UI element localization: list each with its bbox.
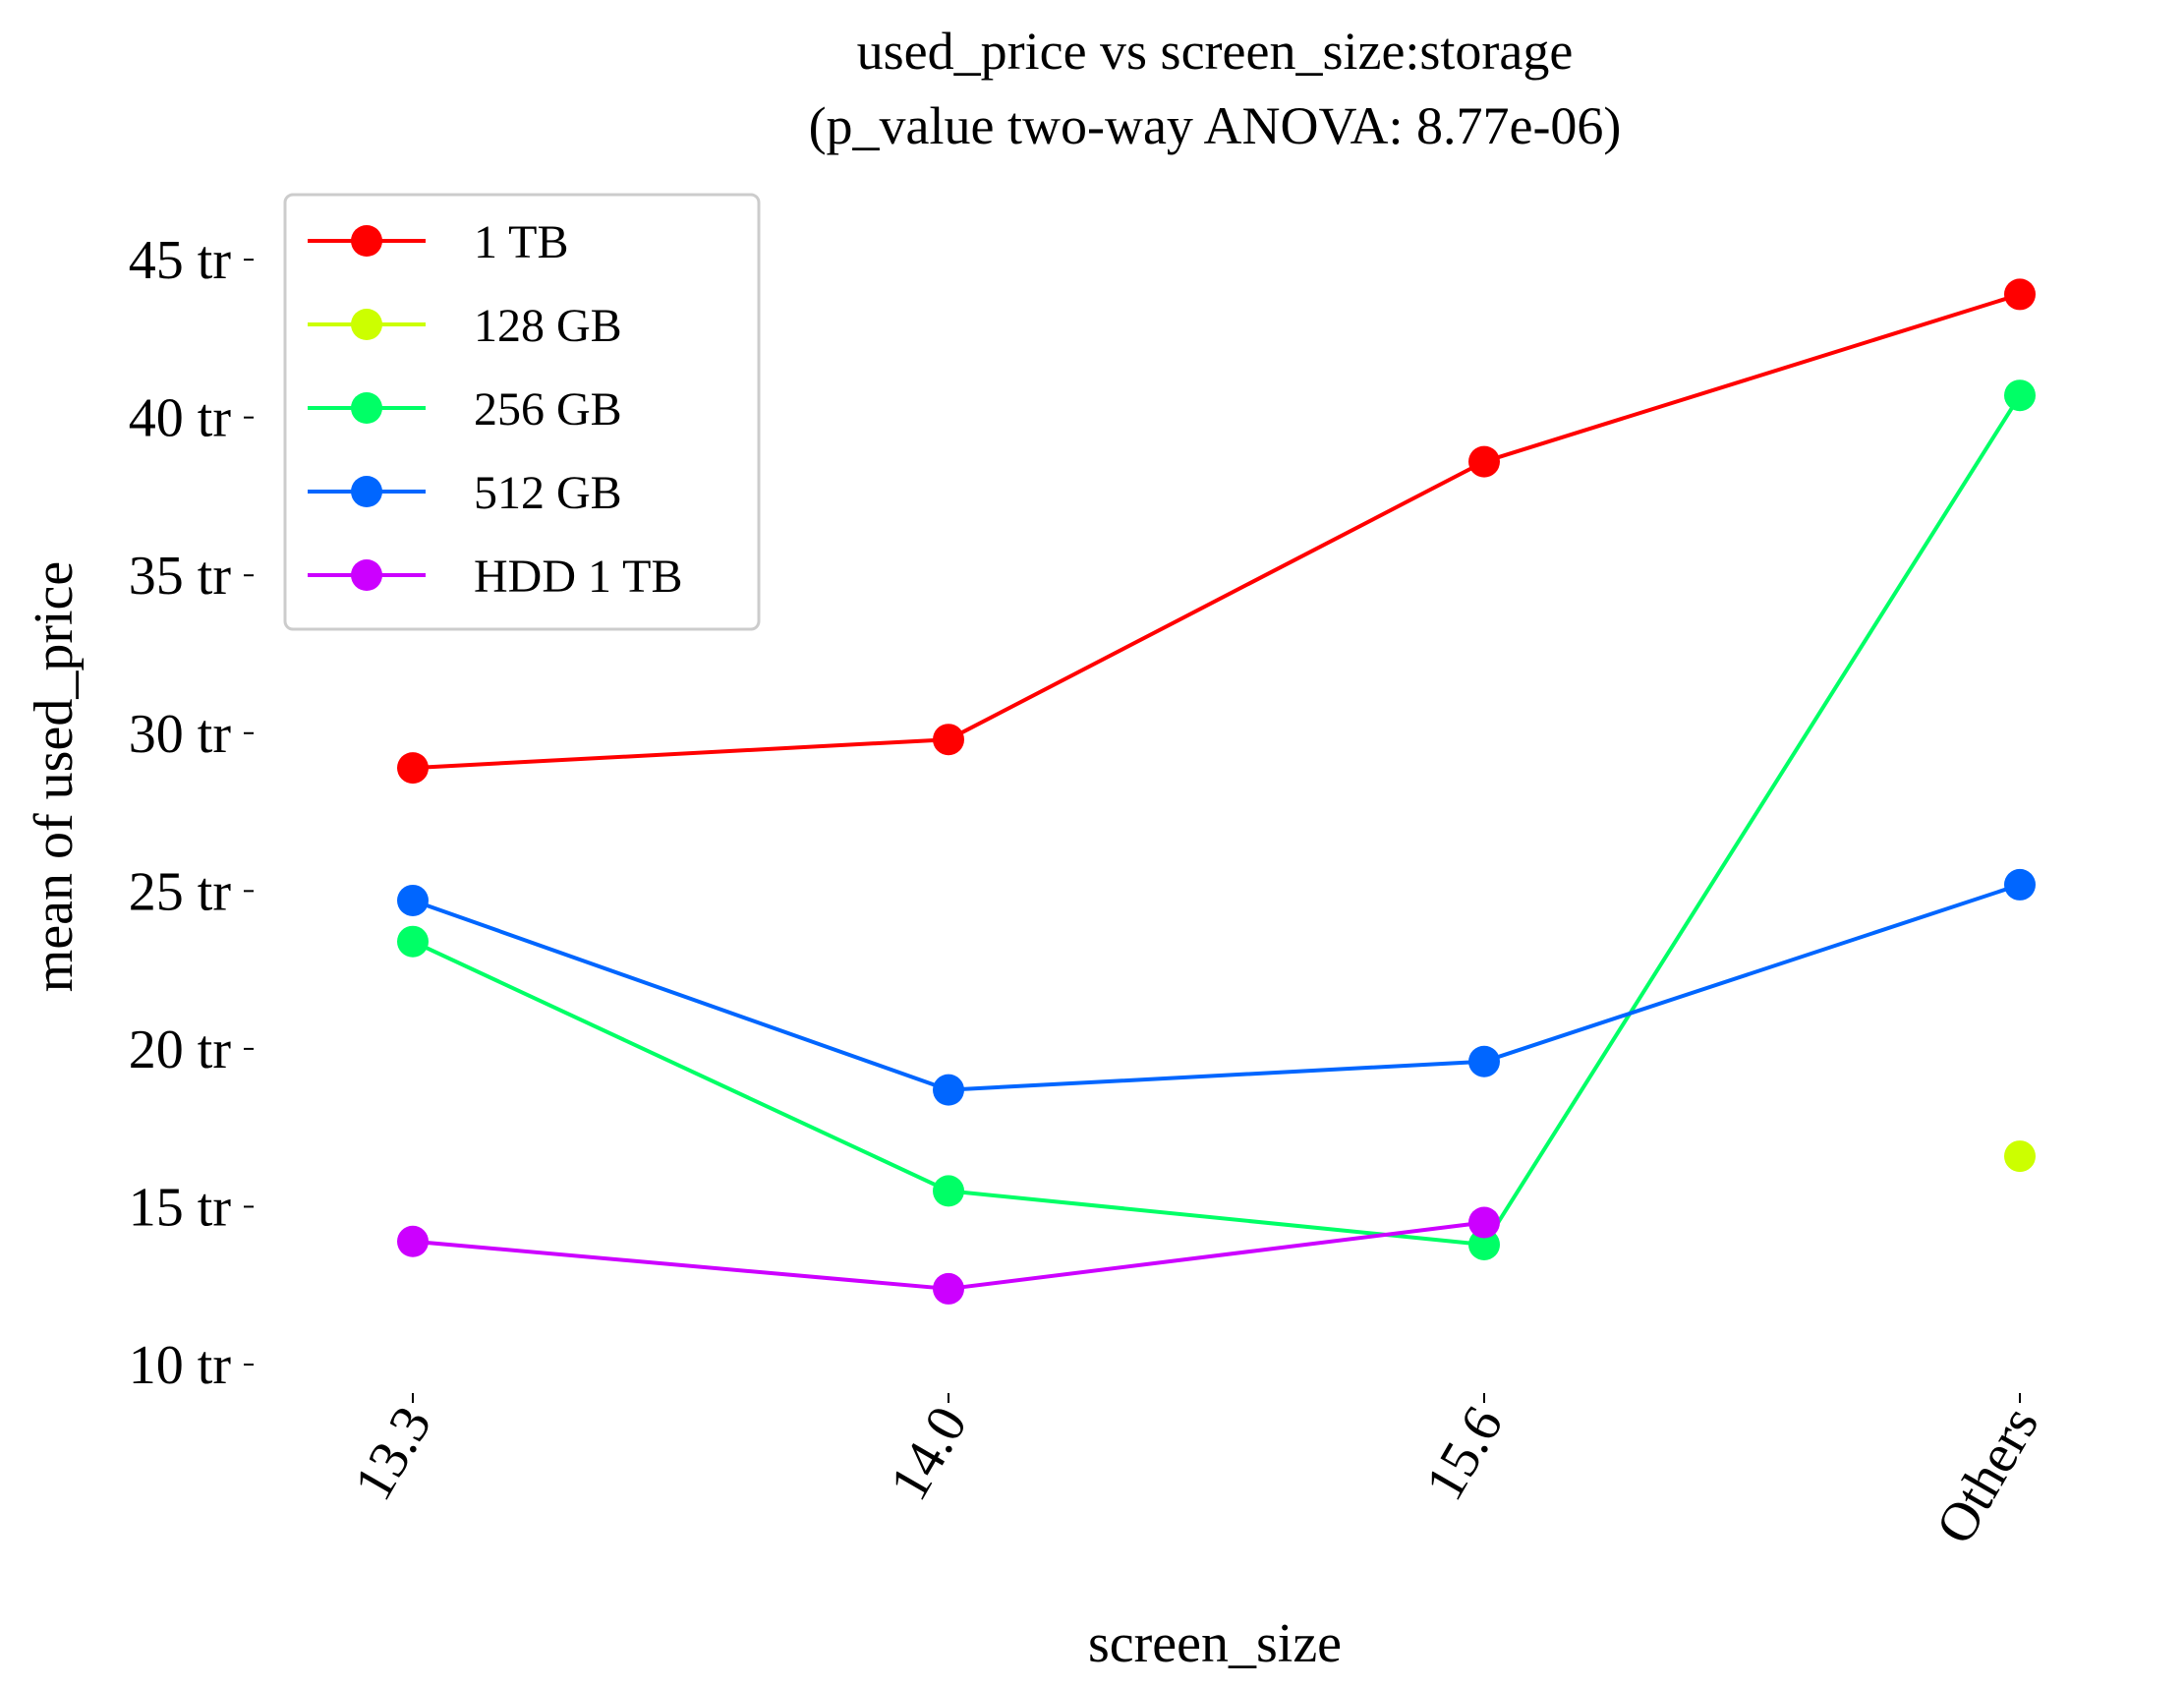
x-axis: 13.3 14.0 15.6 Others xyxy=(343,1393,2050,1554)
series-1 xyxy=(2004,1140,2036,1173)
series-line xyxy=(412,394,2022,1247)
series-line xyxy=(412,292,2021,771)
legend-item: 256 GB xyxy=(308,383,622,436)
legend-label: HDD 1 TB xyxy=(474,551,682,603)
data-point xyxy=(933,724,964,756)
y-tick-label: 35 tr xyxy=(129,546,232,607)
legend-box xyxy=(283,193,761,631)
chart-title: used_price vs screen_size:storage xyxy=(857,22,1574,81)
legend-marker xyxy=(351,392,382,424)
y-tick-label: 30 tr xyxy=(129,704,232,765)
legend-marker xyxy=(351,559,382,591)
legend-marker xyxy=(351,309,382,340)
data-point xyxy=(397,884,429,916)
chart-subtitle: (p_value two-way ANOVA: 8.77e-06) xyxy=(809,96,1622,155)
y-tick-label: 40 tr xyxy=(129,388,232,449)
x-axis-label: screen_size xyxy=(1088,1613,1342,1674)
series-layer xyxy=(397,278,2036,1305)
legend-label: 512 GB xyxy=(474,467,622,519)
series-3 xyxy=(397,868,2036,1106)
data-point xyxy=(2004,1140,2036,1173)
legend: 1 TB 128 GB 256 GB 512 GB HDD 1 TB xyxy=(283,193,761,631)
legend-label: 1 TB xyxy=(474,216,568,268)
data-point xyxy=(933,1175,964,1207)
series-line xyxy=(412,883,2021,1092)
series-2 xyxy=(397,379,2036,1260)
y-axis: 10 tr 15 tr 20 tr 25 tr 30 tr 35 tr 40 tr 45 tr xyxy=(129,230,254,1396)
data-point xyxy=(2004,868,2036,901)
data-point xyxy=(933,1272,964,1305)
data-point xyxy=(397,925,429,958)
x-tick-label: 14.0 xyxy=(879,1397,980,1511)
data-point xyxy=(397,752,429,785)
data-point xyxy=(2004,278,2036,311)
x-tick-label: 15.6 xyxy=(1414,1397,1516,1511)
legend-item: 512 GB xyxy=(308,467,622,519)
data-point xyxy=(397,1225,429,1257)
legend-item: 1 TB xyxy=(308,216,568,268)
legend-label: 128 GB xyxy=(474,300,622,352)
legend-marker xyxy=(351,225,382,257)
data-point xyxy=(1468,1045,1500,1077)
x-tick-label: Others xyxy=(1925,1397,2050,1554)
series-4 xyxy=(397,1206,1500,1305)
legend-marker xyxy=(351,476,382,507)
legend-item: HDD 1 TB xyxy=(308,551,682,603)
data-point xyxy=(1468,1228,1500,1260)
y-tick-label: 10 tr xyxy=(129,1335,232,1396)
x-tick-label: 13.3 xyxy=(343,1397,444,1511)
y-tick-label: 20 tr xyxy=(129,1019,232,1080)
legend-item: 128 GB xyxy=(308,300,622,352)
y-tick-label: 15 tr xyxy=(129,1177,232,1238)
y-tick-label: 45 tr xyxy=(129,230,232,291)
data-point xyxy=(933,1074,964,1106)
data-point xyxy=(1468,445,1500,478)
data-point xyxy=(2004,379,2036,412)
series-0 xyxy=(397,278,2036,785)
y-axis-label: mean of used_price xyxy=(24,561,85,992)
data-point xyxy=(1468,1206,1500,1239)
legend-label: 256 GB xyxy=(474,383,622,436)
y-tick-label: 25 tr xyxy=(129,861,232,922)
